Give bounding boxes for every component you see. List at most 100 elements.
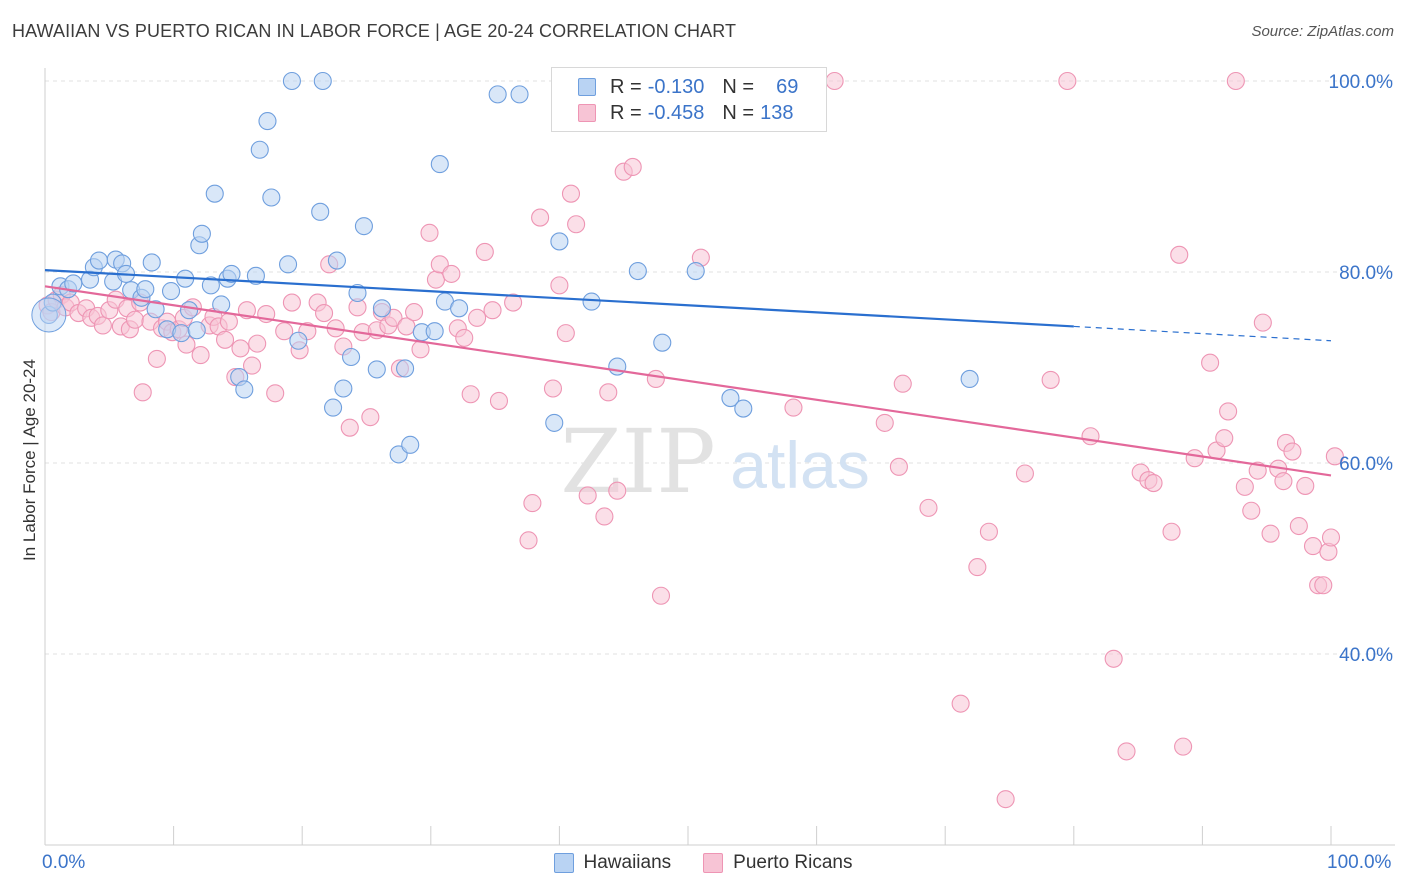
data-point-hawaiians [430, 155, 449, 174]
data-point-hawaiians [608, 357, 627, 376]
data-point-puerto-ricans [282, 293, 301, 312]
y-axis-label: In Labor Force | Age 20-24 [20, 359, 39, 561]
data-point-puerto-ricans [531, 208, 550, 227]
data-point-puerto-ricans [1321, 528, 1341, 547]
data-point-puerto-ricans [1226, 71, 1245, 91]
data-point-puerto-ricans [489, 391, 509, 410]
data-point-puerto-ricans [893, 374, 912, 393]
data-point-puerto-ricans [461, 385, 480, 404]
data-point-hawaiians [396, 359, 415, 378]
data-point-puerto-ricans [147, 349, 166, 368]
data-point-hawaiians [161, 282, 181, 301]
data-point-puerto-ricans [556, 324, 575, 343]
data-point-hawaiians [721, 389, 740, 408]
y-tick-label: 100.0% [1329, 72, 1394, 93]
data-point-hawaiians [686, 261, 705, 281]
data-point-puerto-ricans [825, 71, 844, 91]
data-point-hawaiians [282, 71, 301, 91]
data-point-puerto-ricans [275, 322, 294, 341]
data-point-puerto-ricans [219, 312, 238, 331]
data-point-puerto-ricans [1185, 449, 1204, 468]
data-point-puerto-ricans [1235, 477, 1254, 496]
data-point-puerto-ricans [1174, 737, 1193, 756]
data-point-hawaiians [279, 255, 298, 274]
data-point-hawaiians [142, 253, 161, 272]
data-point-puerto-ricans [405, 303, 424, 322]
data-point-puerto-ricans [242, 356, 262, 375]
data-point-puerto-ricans [1058, 71, 1077, 91]
data-point-hawaiians [172, 324, 191, 343]
data-point-puerto-ricans [1215, 429, 1234, 448]
data-point-puerto-ricans [1248, 461, 1267, 480]
data-point-puerto-ricans [1303, 537, 1323, 556]
data-point-hawaiians [327, 251, 346, 270]
watermark-atlas: atlas [730, 428, 869, 502]
data-point-puerto-ricans [420, 223, 439, 242]
legend-r-label: R = [610, 75, 642, 98]
data-point-hawaiians [205, 184, 224, 203]
data-point-hawaiians [235, 380, 254, 399]
data-point-puerto-ricans [315, 304, 334, 323]
data-point-hawaiians [510, 85, 529, 104]
y-tick-labels: 100.0% 80.0% 60.0% 40.0% [1329, 72, 1394, 666]
data-point-puerto-ricans [996, 790, 1015, 809]
legend-n-value: 69 [776, 75, 799, 98]
data-point-puerto-ricans [875, 413, 894, 432]
data-point-hawaiians [324, 398, 343, 417]
legend-r-value: -0.458 [647, 101, 705, 124]
source-label: Source: ZipAtlas.com [1251, 23, 1394, 40]
x-tick-label-max: 100.0% [1327, 852, 1392, 873]
bottom-legend-swatch-blue [553, 853, 574, 873]
legend-swatch-blue [578, 78, 596, 96]
data-point-hawaiians-large [31, 297, 67, 333]
data-point-puerto-ricans [475, 242, 494, 261]
data-point-puerto-ricans [567, 215, 586, 234]
legend-n-value: 138 [760, 101, 794, 124]
data-point-puerto-ricans [248, 334, 267, 353]
axes [44, 68, 1395, 846]
data-point-hawaiians [136, 280, 155, 299]
data-point-puerto-ricans [1283, 442, 1302, 461]
data-point-puerto-ricans [1325, 447, 1344, 466]
y-tick-label: 80.0% [1339, 263, 1393, 284]
legend-n-label: N = [722, 75, 755, 98]
data-point-puerto-ricans [623, 157, 642, 176]
data-point-puerto-ricans [1104, 649, 1123, 668]
data-point-hawaiians [201, 276, 220, 295]
legend-row-puerto-ricans: R = -0.458 N = 138 [578, 101, 793, 125]
data-point-puerto-ricans [919, 498, 938, 517]
data-point-hawaiians [960, 369, 979, 389]
data-point-puerto-ricans [133, 383, 152, 402]
data-point-puerto-ricans [1144, 474, 1163, 493]
bottom-legend-puerto-ricans: Puerto Ricans [703, 852, 853, 874]
data-point-puerto-ricans [361, 408, 380, 427]
data-point-puerto-ricans [340, 418, 359, 437]
data-point-puerto-ricans [1296, 476, 1315, 495]
data-point-puerto-ricans [215, 330, 235, 349]
data-point-hawaiians [192, 224, 211, 243]
data-point-hawaiians [488, 85, 507, 104]
data-point-puerto-ricans [231, 339, 250, 358]
data-point-hawaiians [550, 232, 569, 251]
data-point-puerto-ricans [1162, 522, 1181, 541]
data-point-puerto-ricans [889, 457, 908, 476]
data-point-puerto-ricans [455, 328, 474, 347]
data-point-hawaiians [289, 331, 308, 350]
data-point-hawaiians [653, 333, 672, 352]
data-point-hawaiians [401, 435, 420, 454]
data-point-puerto-ricans [442, 264, 461, 283]
data-point-hawaiians [450, 299, 469, 318]
data-point-puerto-ricans [784, 398, 803, 417]
data-point-hawaiians [187, 321, 206, 340]
data-point-puerto-ricans [483, 301, 502, 320]
data-point-puerto-ricans [426, 270, 445, 289]
data-point-puerto-ricans [979, 522, 998, 541]
legend-r-label: R = [610, 101, 642, 124]
data-point-puerto-ricans [608, 481, 627, 500]
data-point-puerto-ricans [595, 507, 614, 526]
data-point-hawaiians [222, 264, 241, 283]
data-point-puerto-ricans [1314, 576, 1333, 595]
data-point-puerto-ricans [1219, 402, 1238, 421]
chart-title: HAWAIIAN VS PUERTO RICAN IN LABOR FORCE … [12, 21, 737, 41]
data-point-puerto-ricans [519, 531, 538, 550]
